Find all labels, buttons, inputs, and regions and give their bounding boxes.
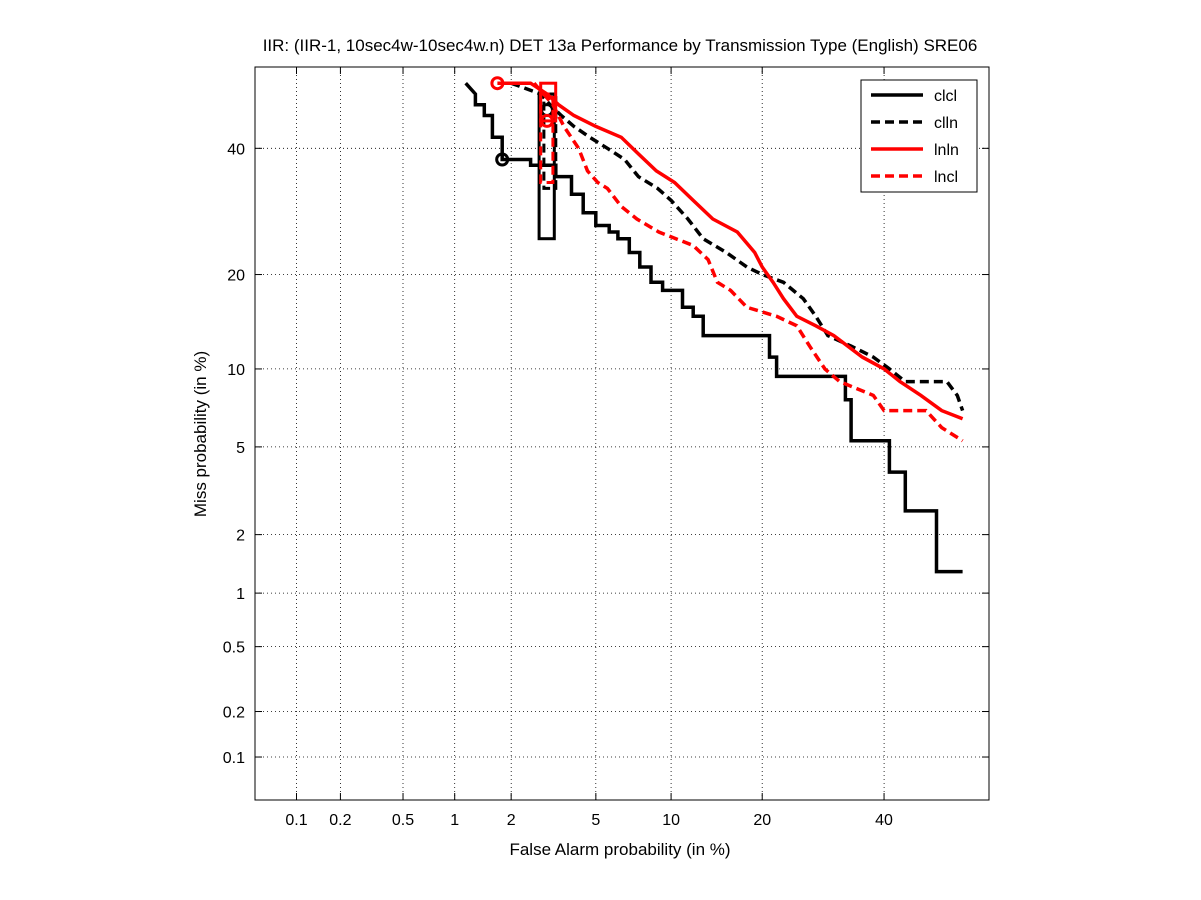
chart-title: IIR: (IIR-1, 10sec4w-10sec4w.n) DET 13a … (263, 36, 978, 55)
x-tick-label-7: 20 (753, 812, 771, 829)
min-dcf-marker-lnln (490, 76, 505, 91)
y-tick-label-6: 10 (227, 362, 245, 379)
x-tick-label-8: 40 (875, 812, 893, 829)
x-tick-label-6: 10 (662, 812, 680, 829)
legend-label-lncl: lncl (934, 169, 958, 186)
legend: clcl clln lnln lncl (860, 79, 978, 193)
x-tick-label-0: 0.1 (285, 812, 307, 829)
legend-label-clln: clln (934, 115, 958, 132)
y-tick-label-7: 20 (227, 268, 245, 285)
series-lnln (490, 76, 964, 421)
y-axis-label: Miss probability (in %) (191, 351, 210, 517)
series-layer (464, 76, 965, 574)
y-tick-label-0: 0.1 (223, 750, 245, 767)
x-tick-label-3: 1 (450, 812, 459, 829)
x-tick-label-2: 0.5 (392, 812, 414, 829)
series-line-lnln (497, 81, 964, 421)
plot-area-border (254, 66, 990, 801)
legend-box (860, 79, 978, 193)
actual-dcf-box-lncl (539, 92, 555, 184)
series-line-clln (510, 81, 965, 412)
y-axis-ticks: 0.1 0.2 0.5 1 2 5 10 20 40 (223, 141, 989, 767)
legend-label-lnln: lnln (934, 142, 959, 159)
y-tick-label-5: 5 (236, 440, 245, 457)
actual-dcf-box-clln (542, 92, 558, 190)
min-dcf-marker-clcl (495, 152, 510, 167)
y-tick-label-2: 0.5 (223, 640, 245, 657)
x-tick-label-1: 0.2 (329, 812, 351, 829)
y-tick-label-8: 40 (227, 141, 245, 158)
y-tick-label-1: 0.2 (223, 705, 245, 722)
x-axis-ticks: 0.1 0.2 0.5 1 2 5 10 20 40 (285, 67, 893, 829)
x-axis-label: False Alarm probability (in %) (509, 840, 730, 859)
y-tick-label-4: 2 (236, 528, 245, 545)
series-line-lncl (532, 82, 964, 443)
legend-label-clcl: clcl (934, 88, 957, 105)
min-dcf-marker-lncl (540, 113, 554, 128)
series-lncl (532, 82, 964, 443)
series-line-clcl (464, 82, 963, 574)
x-tick-label-5: 5 (591, 812, 600, 829)
actual-dcf-box-lnln (539, 81, 558, 123)
y-tick-label-3: 1 (236, 586, 245, 603)
x-tick-label-4: 2 (507, 812, 516, 829)
